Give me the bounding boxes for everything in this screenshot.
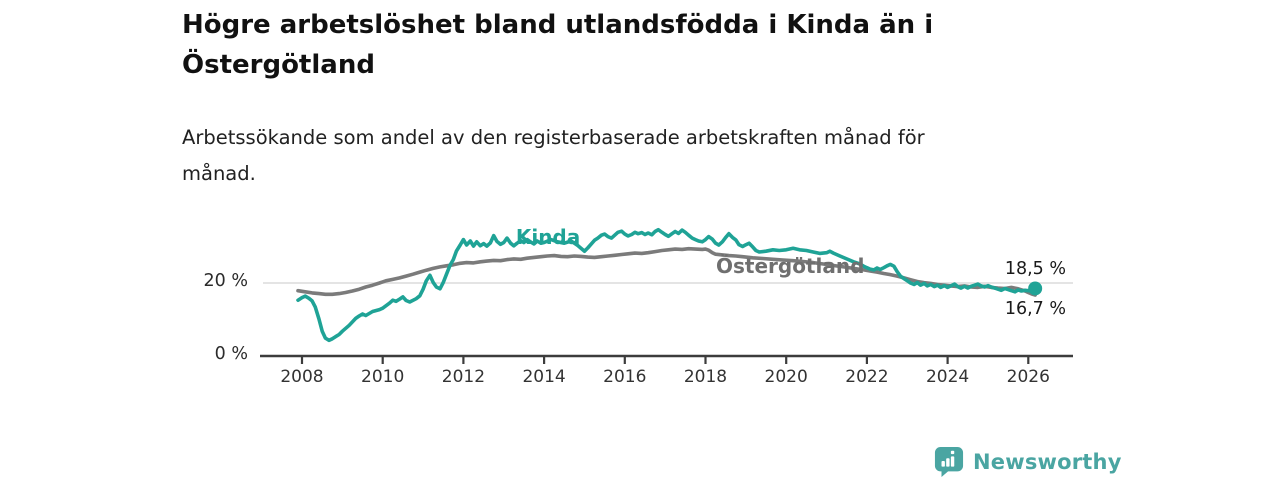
chart-subtitle: Arbetssökande som andel av den registerb… [182, 120, 925, 192]
x-tick-label: 2012 [441, 367, 486, 387]
series-label-kinda: Kinda [515, 224, 581, 249]
chart-subtitle-line2: månad. [182, 162, 256, 185]
end-value-kinda: 18,5 % [1004, 259, 1066, 280]
y-axis-label-20: 20 % [203, 271, 248, 291]
x-tick-label: 2026 [1006, 367, 1050, 387]
chart-title: Högre arbetslöshet bland utlandsfödda i … [182, 5, 933, 85]
x-tick-label: 2010 [361, 367, 405, 387]
x-tick-label: 2020 [764, 367, 808, 387]
series-label-ostergotland: Östergötland [715, 253, 865, 278]
newsworthy-logo: Newsworthy [934, 446, 1122, 477]
x-tick-label: 2018 [683, 367, 728, 387]
x-tick-label: 2016 [603, 367, 647, 387]
x-tick-label: 2024 [925, 367, 970, 387]
x-tick-label: 2014 [522, 367, 566, 387]
chart-subtitle-line1: Arbetssökande som andel av den registerb… [182, 126, 925, 149]
y-axis-label-0: 0 % [214, 344, 248, 364]
end-value-ostergotland: 16,7 % [1004, 299, 1066, 320]
bar-chart-speech-bubble-icon [934, 446, 964, 477]
x-tick-label: 2022 [845, 367, 889, 387]
chart-title-line1: Högre arbetslöshet bland utlandsfödda i … [182, 10, 934, 40]
chart-title-line2: Östergötland [182, 50, 375, 80]
newsworthy-wordmark: Newsworthy [973, 449, 1122, 474]
x-tick-label: 2008 [280, 367, 324, 387]
